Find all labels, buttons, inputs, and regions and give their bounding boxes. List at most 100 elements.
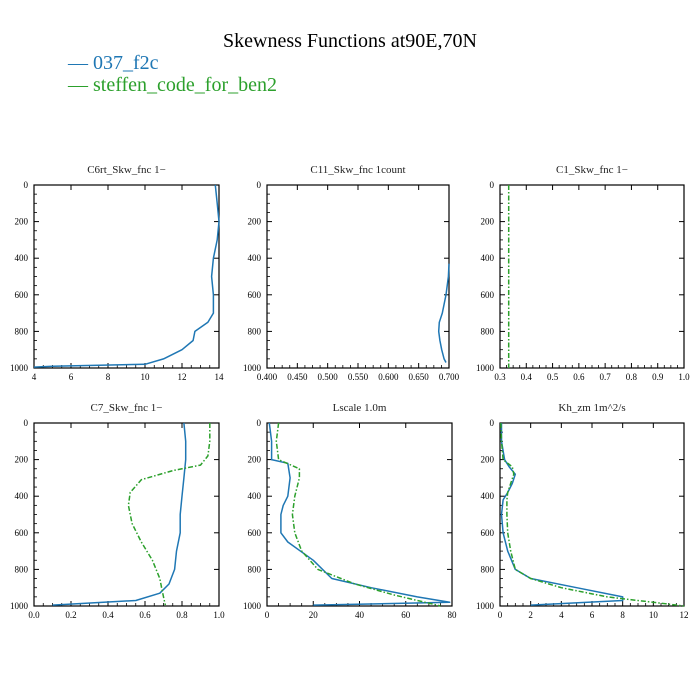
y-tick-label: 200 xyxy=(481,217,495,227)
y-tick-label: 800 xyxy=(15,564,29,574)
x-tick-label: 2 xyxy=(528,610,533,620)
panel-4: C7_Skw_fnc 1− 0.0 0.2 0.4 0.6 0.8 1.0 0 200 400 60… xyxy=(10,402,225,620)
series-line-steffen-code-for-ben2 xyxy=(500,422,685,607)
x-tick-label: 6 xyxy=(69,372,74,382)
x-tick-label: 0.400 xyxy=(257,372,278,382)
y-tick-label: 200 xyxy=(248,455,262,465)
legend-item-037-f2c: — 037_f2c xyxy=(68,52,159,74)
x-tick-label: 0.5 xyxy=(547,372,559,382)
x-tick-label: 0.4 xyxy=(102,610,114,620)
legend: — 037_f2c — steffen_code_for_ben2 xyxy=(68,52,277,96)
y-tick-label: 400 xyxy=(248,491,262,501)
series-line-037-f2c xyxy=(437,263,450,363)
x-tick-label: 0.3 xyxy=(494,372,506,382)
y-tick-label: 200 xyxy=(248,217,262,227)
y-tick-label: 1000 xyxy=(476,363,495,373)
x-tick-label: 80 xyxy=(448,610,458,620)
x-tick-label: 12 xyxy=(680,610,689,620)
x-tick-label: 0.450 xyxy=(287,372,308,382)
y-tick-label: 1000 xyxy=(10,363,29,373)
y-tick-label: 800 xyxy=(248,326,262,336)
x-tick-label: 0.700 xyxy=(439,372,460,382)
panel-title: Kh_zm 1m^2/s xyxy=(558,402,625,414)
figure-title: Skewness Functions at90E,70N xyxy=(223,30,477,52)
y-tick-label: 1000 xyxy=(10,601,29,611)
series-line-steffen-code-for-ben2 xyxy=(127,423,211,606)
y-tick-label: 400 xyxy=(15,253,29,263)
y-tick-label: 0 xyxy=(24,418,29,428)
y-tick-label: 0 xyxy=(24,180,29,190)
x-tick-label: 60 xyxy=(401,610,411,620)
panel-6: Kh_zm 1m^2/s 0 2 4 6 8 10 12 0 200 400 600 800 1000 xyxy=(476,402,689,620)
y-tick-label: 200 xyxy=(15,217,29,227)
panel-title: C1_Skw_fnc 1− xyxy=(556,164,628,176)
y-tick-label: 400 xyxy=(15,491,29,501)
y-tick-label: 600 xyxy=(15,290,29,300)
panel-1: C6rt_Skw_fnc 1− 4 6 8 10 12 14 0 200 400 600 800 100… xyxy=(10,164,224,382)
axes-frame xyxy=(499,184,685,369)
x-tick-label: 4 xyxy=(559,610,564,620)
axes-frame xyxy=(33,422,220,607)
x-tick-label: 0.500 xyxy=(318,372,339,382)
x-tick-label: 8 xyxy=(106,372,111,382)
series-line-037-f2c xyxy=(500,423,624,606)
y-tick-label: 600 xyxy=(481,290,495,300)
y-tick-label: 400 xyxy=(481,491,495,501)
y-tick-label: 600 xyxy=(481,528,495,538)
x-tick-label: 14 xyxy=(215,372,225,382)
y-tick-label: 200 xyxy=(15,455,29,465)
axes-frame xyxy=(266,184,450,369)
y-tick-label: 400 xyxy=(248,253,262,263)
x-tick-label: 0.6 xyxy=(573,372,585,382)
panel-3: C1_Skw_fnc 1− 0.3 0.4 0.5 0.6 0.7 0.8 0.9 1.0 0 20… xyxy=(476,164,690,382)
panel-title: C11_Skw_fnc 1count xyxy=(310,164,405,176)
y-tick-label: 1000 xyxy=(243,601,262,611)
series-line-steffen-code-for-ben2 xyxy=(275,422,441,607)
y-tick-label: 1000 xyxy=(476,601,495,611)
x-tick-label: 0.650 xyxy=(409,372,430,382)
x-tick-label: 6 xyxy=(590,610,595,620)
y-tick-label: 800 xyxy=(481,326,495,336)
x-tick-label: 0.6 xyxy=(139,610,151,620)
x-tick-label: 40 xyxy=(355,610,365,620)
panel-title: C7_Skw_fnc 1− xyxy=(91,402,163,414)
x-tick-label: 4 xyxy=(32,372,37,382)
x-tick-label: 0.8 xyxy=(626,372,638,382)
axes-frame xyxy=(499,422,685,607)
series-line-037-f2c xyxy=(33,184,220,368)
axes-frame xyxy=(33,184,220,369)
y-tick-label: 800 xyxy=(481,564,495,574)
y-tick-label: 600 xyxy=(248,528,262,538)
panel-title: C6rt_Skw_fnc 1− xyxy=(87,164,166,176)
x-tick-label: 1.0 xyxy=(678,372,690,382)
x-tick-label: 0.4 xyxy=(521,372,533,382)
legend-item-steffen-code: — steffen_code_for_ben2 xyxy=(68,74,278,96)
x-tick-label: 8 xyxy=(620,610,625,620)
panel-2: C11_Skw_fnc 1count 0.400 0.450 0.500 0.550 0.… xyxy=(243,164,460,382)
x-tick-label: 10 xyxy=(141,372,151,382)
y-tick-label: 0 xyxy=(257,418,262,428)
x-tick-label: 0.8 xyxy=(176,610,188,620)
y-tick-label: 0 xyxy=(257,180,262,190)
axes-frame xyxy=(266,422,453,607)
panel-title: Lscale 1.0m xyxy=(333,402,387,414)
y-tick-label: 0 xyxy=(490,180,495,190)
x-tick-label: 20 xyxy=(309,610,319,620)
x-tick-label: 1.0 xyxy=(213,610,225,620)
x-tick-label: 0.2 xyxy=(65,610,76,620)
series-line-037-f2c xyxy=(52,422,187,606)
x-tick-label: 0.600 xyxy=(378,372,399,382)
y-tick-label: 800 xyxy=(15,326,29,336)
y-tick-label: 200 xyxy=(481,455,495,465)
y-tick-label: 600 xyxy=(15,528,29,538)
x-tick-label: 0 xyxy=(265,610,270,620)
y-tick-label: 1000 xyxy=(243,363,262,373)
x-tick-label: 0.0 xyxy=(28,610,40,620)
y-tick-label: 800 xyxy=(248,564,262,574)
x-tick-label: 12 xyxy=(178,372,187,382)
y-tick-label: 600 xyxy=(248,290,262,300)
y-tick-label: 0 xyxy=(490,418,495,428)
